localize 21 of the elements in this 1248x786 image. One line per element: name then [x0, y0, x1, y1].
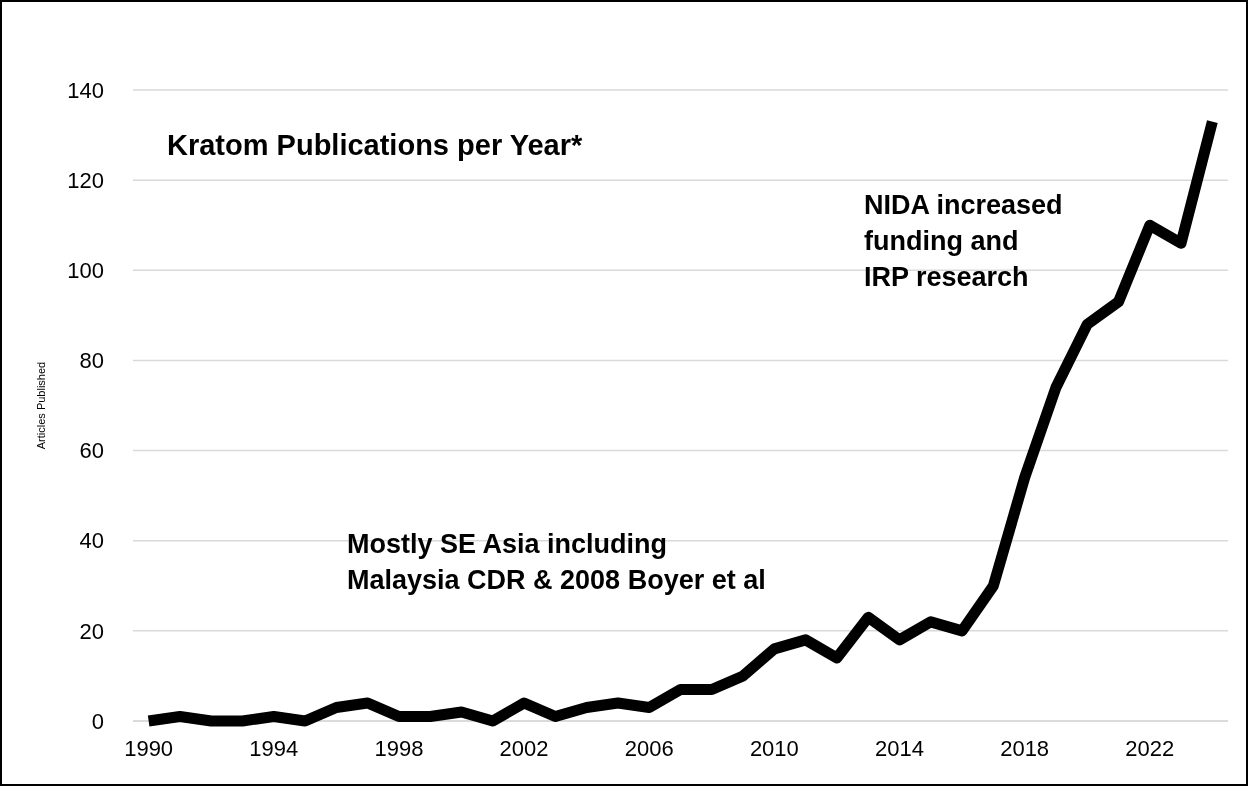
- y-tick-label: 0: [91, 708, 104, 734]
- x-tick-label: 2014: [875, 736, 924, 761]
- y-tick-label: 20: [79, 618, 104, 644]
- x-tick-label: 2002: [499, 736, 549, 761]
- x-tick-label: 2010: [749, 736, 799, 761]
- annotation: NIDA increased funding and IRP research: [864, 190, 1063, 292]
- annotation: Mostly SE Asia including Malaysia CDR & 2008 Boyer et al: [347, 529, 766, 595]
- text: Kratom Publications per Year*: [167, 129, 583, 161]
- x-tick-label: 2022: [1125, 736, 1175, 761]
- y-tick-label: 60: [79, 438, 104, 464]
- x-tick-label: 1998: [374, 736, 424, 761]
- x-tick-label: 1990: [124, 736, 174, 761]
- x-tick-label: 1994: [249, 736, 299, 761]
- y-tick-label: 120: [67, 167, 104, 193]
- y-tick-label: 140: [67, 77, 104, 103]
- y-tick-label: 100: [67, 257, 104, 283]
- y-tick-label: 40: [79, 528, 104, 554]
- x-tick-label: 2018: [1000, 736, 1050, 761]
- y-tick-label: 80: [79, 348, 104, 374]
- y-axis-title: Articles Published: [35, 361, 47, 450]
- x-tick-label: 2006: [624, 736, 674, 761]
